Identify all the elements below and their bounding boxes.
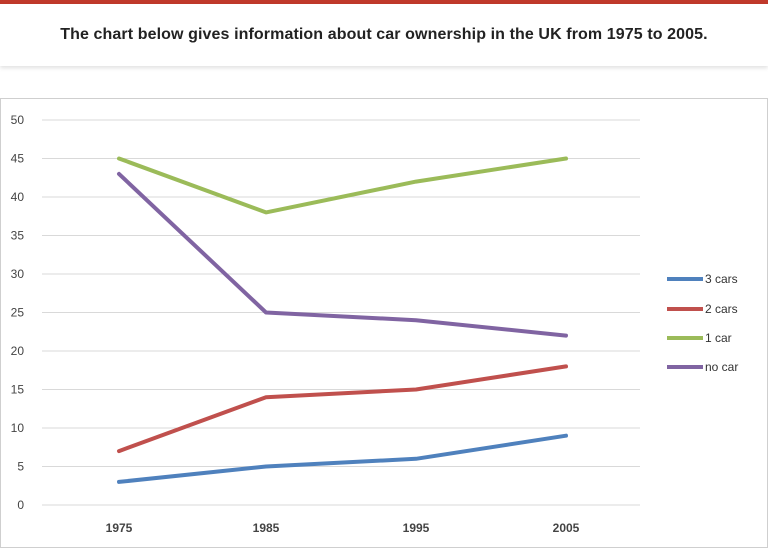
y-tick-label: 10 (11, 421, 25, 435)
x-tick-label: 1985 (253, 521, 280, 535)
y-tick-label: 40 (11, 190, 25, 204)
series-line-3-cars (117, 433, 568, 484)
legend-label: 1 car (705, 331, 732, 345)
page-title: The chart below gives information about … (60, 26, 708, 43)
page-header: The chart below gives information about … (0, 4, 768, 66)
y-tick-label: 5 (17, 460, 24, 474)
y-tick-label: 15 (11, 383, 25, 397)
accent-bar (0, 0, 768, 4)
y-tick-label: 35 (11, 229, 25, 243)
chart-panel (0, 98, 768, 548)
y-tick-label: 25 (11, 306, 25, 320)
legend-label: no car (705, 360, 738, 374)
x-tick-label: 1975 (106, 521, 133, 535)
y-tick-label: 45 (11, 152, 25, 166)
legend-label: 2 cars (705, 302, 738, 316)
series-line-1-car (117, 156, 568, 215)
y-tick-label: 20 (11, 344, 25, 358)
y-tick-label: 30 (11, 267, 25, 281)
y-tick-label: 0 (17, 498, 24, 512)
y-tick-label: 50 (11, 113, 25, 127)
legend-label: 3 cars (705, 272, 738, 286)
series-line-no-car (117, 171, 568, 338)
series-line-2-cars (117, 364, 568, 454)
x-tick-label: 1995 (403, 521, 430, 535)
x-tick-label: 2005 (553, 521, 580, 535)
